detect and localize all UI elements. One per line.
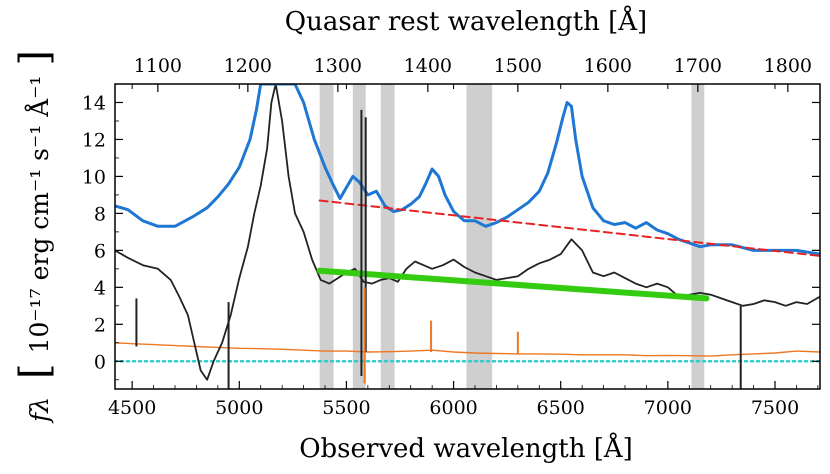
x-tick-label-6500: 6500 (537, 397, 585, 419)
y-tick-label-14: 14 (82, 92, 106, 114)
x2-tick-label-1500: 1500 (494, 55, 542, 77)
continuum-window-2 (380, 84, 395, 389)
x-tick-label-5500: 5500 (322, 397, 370, 419)
x2-tick-label-1800: 1800 (764, 55, 812, 77)
y-axis-bracket-open: [ (12, 363, 58, 379)
y-tick-label-2: 2 (94, 314, 106, 336)
series-composite-quasar-spectrum (115, 84, 820, 256)
x2-tick-label-1200: 1200 (224, 55, 272, 77)
x-tick-label-6000: 6000 (429, 397, 477, 419)
axis-ticks: 4500 5000 5500 6000 6500 7000 7500 1100 1200 1300… (82, 55, 820, 419)
y-tick-label-12: 12 (82, 129, 106, 151)
continuum-window-0 (319, 84, 334, 389)
y-axis-label: fλ [ 10⁻¹⁷ erg cm⁻¹ s⁻¹ Å⁻¹ ] (12, 50, 58, 424)
x2-tick-label-1100: 1100 (134, 55, 182, 77)
top-axis-label: Quasar rest wavelength [Å] (285, 5, 647, 37)
spectrum-series (115, 84, 820, 389)
continuum-windows (319, 84, 705, 389)
y-tick-label-6: 6 (94, 240, 106, 262)
series-continuum-fit-observed (316, 267, 710, 302)
y-axis-symbol: fλ (25, 397, 54, 424)
x2-tick-label-1600: 1600 (584, 55, 632, 77)
x2-tick-label-1300: 1300 (314, 55, 362, 77)
series-continuum-fit-composite (318, 199, 820, 257)
plot-frame-rect (114, 83, 821, 390)
x-axis-label: Observed wavelength [Å] (299, 432, 633, 464)
x2-tick-label-1700: 1700 (674, 55, 722, 77)
y-tick-label-0: 0 (94, 351, 106, 373)
y-tick-label-8: 8 (94, 203, 106, 225)
x-tick-label-5000: 5000 (215, 397, 263, 419)
y-axis-units: 10⁻¹⁷ erg cm⁻¹ s⁻¹ Å⁻¹ (24, 76, 54, 354)
y-tick-label-10: 10 (82, 166, 106, 188)
plot-frame (114, 83, 821, 390)
continuum-window-3 (466, 84, 493, 389)
y-axis-bracket-close: ] (12, 50, 58, 66)
y-tick-label-4: 4 (94, 277, 106, 299)
x-tick-label-4500: 4500 (108, 397, 156, 419)
x2-tick-label-1400: 1400 (404, 55, 452, 77)
continuum-window-1 (352, 84, 366, 389)
continuum-window-4 (691, 84, 705, 389)
x-tick-label-7000: 7000 (644, 397, 692, 419)
y-axis-label-group: fλ [ 10⁻¹⁷ erg cm⁻¹ s⁻¹ Å⁻¹ ] (12, 50, 58, 424)
x-tick-label-7500: 7500 (751, 397, 799, 419)
